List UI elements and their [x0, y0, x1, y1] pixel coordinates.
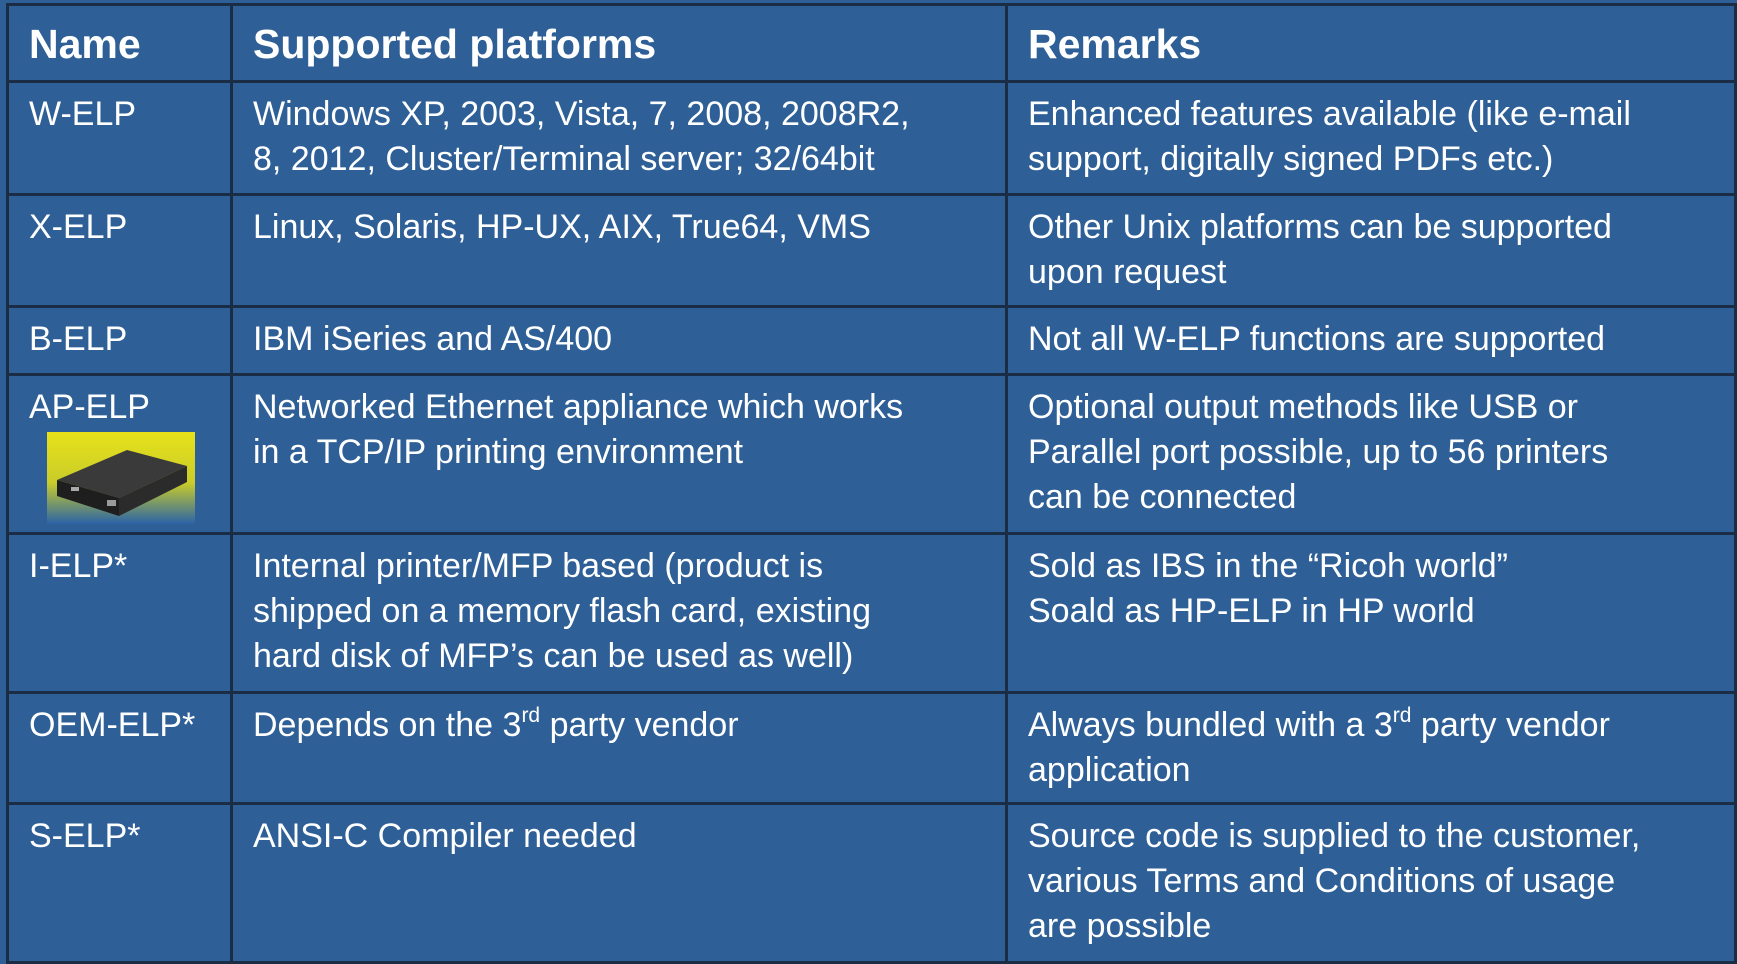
header-cell: Supported platforms [233, 6, 1008, 83]
cell-line: Parallel port possible, up to 56 printer… [1028, 433, 1609, 471]
table-cell: B-ELP [9, 308, 233, 376]
table-frame [6, 3, 1737, 964]
cell-line: in a TCP/IP printing environment [253, 433, 744, 471]
cell-line: various Terms and Conditions of usage [1028, 862, 1616, 900]
table-cell: X-ELP [9, 196, 233, 308]
cell-line: 8, 2012, Cluster/Terminal server; 32/64b… [253, 140, 875, 178]
cell-line: OEM-ELP* [29, 706, 196, 744]
cell-line: application [1028, 751, 1191, 789]
text-part: Always bundled with a 3 [1028, 706, 1393, 744]
table-cell: I-ELP* [9, 535, 233, 694]
cell-line: Sold as IBS in the “Ricoh world” [1028, 547, 1508, 585]
cell-line: hard disk of MFP’s can be used as well) [253, 637, 854, 675]
cell-line: Not all W-ELP functions are supported [1028, 320, 1606, 358]
table-cell: Linux, Solaris, HP-UX, AIX, True64, VMS [233, 196, 1008, 308]
cell-line: shipped on a memory flash card, existing [253, 592, 871, 630]
cell-line: Soald as HP-ELP in HP world [1028, 592, 1475, 630]
cell-line: AP-ELP [29, 388, 150, 426]
table-cell: S-ELP* [9, 805, 233, 964]
cell-line: B-ELP [29, 320, 128, 358]
cell-line: Source code is supplied to the customer, [1028, 817, 1641, 855]
table-cell: Optional output methods like USB or Paral… [1008, 376, 1737, 535]
appliance-image [47, 432, 195, 524]
cell-line: support, digitally signed PDFs etc.) [1028, 140, 1554, 178]
header-cell: Remarks [1008, 6, 1737, 83]
table-cell: OEM-ELP* [9, 694, 233, 805]
cell-line: Depends on the 3rd party vendor [253, 703, 1005, 748]
table-cell: Networked Ethernet appliance which works… [233, 376, 1008, 535]
table-cell: Always bundled with a 3rd party vendor ap… [1008, 694, 1737, 805]
cell-line: Linux, Solaris, HP-UX, AIX, True64, VMS [253, 208, 871, 246]
cell-line: Windows XP, 2003, Vista, 7, 2008, 2008R2… [253, 95, 910, 133]
cell-line: ANSI-C Compiler needed [253, 817, 637, 855]
cell-line: I-ELP* [29, 547, 128, 585]
text-part: Depends on the 3 [253, 706, 522, 744]
text-part: party vendor [540, 706, 739, 744]
cell-line: are possible [1028, 907, 1212, 945]
cell-line: Always bundled with a 3rd party vendor [1028, 703, 1734, 748]
table-cell: Internal printer/MFP based (product is sh… [233, 535, 1008, 694]
text-part: party vendor [1411, 706, 1610, 744]
table-cell: W-ELP [9, 83, 233, 196]
cell-line: Other Unix platforms can be supported [1028, 208, 1612, 246]
table-cell: Sold as IBS in the “Ricoh world” Soald as… [1008, 535, 1737, 694]
cell-line: S-ELP* [29, 817, 141, 855]
table-cell: Not all W-ELP functions are supported [1008, 308, 1737, 376]
cell-line: W-ELP [29, 95, 137, 133]
table-cell: ANSI-C Compiler needed [233, 805, 1008, 964]
table-cell: AP-ELP [9, 376, 233, 535]
cell-line: can be connected [1028, 478, 1297, 516]
table-cell: Source code is supplied to the customer,… [1008, 805, 1737, 964]
table-cell: Windows XP, 2003, Vista, 7, 2008, 2008R2… [233, 83, 1008, 196]
superscript: rd [1392, 704, 1412, 727]
cell-line: IBM iSeries and AS/400 [253, 320, 613, 358]
header-cell: Name [9, 6, 233, 83]
cell-line: Networked Ethernet appliance which works [253, 388, 904, 426]
table-cell: Other Unix platforms can be supported upo… [1008, 196, 1737, 308]
superscript: rd [521, 704, 541, 727]
table-cell: IBM iSeries and AS/400 [233, 308, 1008, 376]
cell-line: Enhanced features available (like e-mail [1028, 95, 1631, 133]
table-cell: Enhanced features available (like e-mail… [1008, 83, 1737, 196]
cell-line: Optional output methods like USB or [1028, 388, 1578, 426]
cell-line: upon request [1028, 253, 1227, 291]
cell-line: X-ELP [29, 208, 128, 246]
table-cell: Depends on the 3rd party vendor [233, 694, 1008, 805]
cell-line: Internal printer/MFP based (product is [253, 547, 824, 585]
